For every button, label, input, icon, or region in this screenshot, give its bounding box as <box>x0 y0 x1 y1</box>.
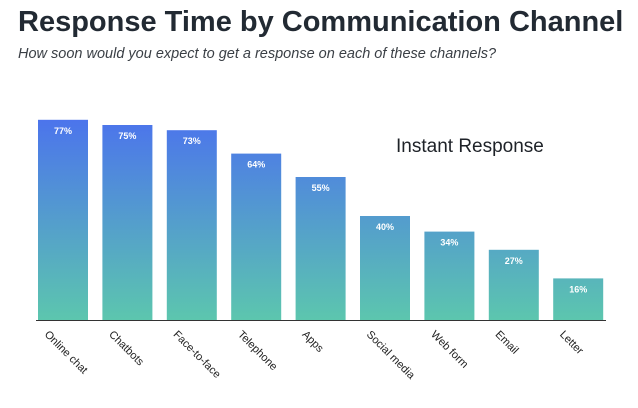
value-label-face-to-face: 73% <box>183 136 201 146</box>
bar-face-to-face <box>166 130 217 320</box>
bar-web-form <box>424 231 475 320</box>
bar-online-chat <box>38 119 88 320</box>
value-label-online-chat: 77% <box>54 126 72 136</box>
value-label-email: 27% <box>505 256 523 266</box>
bar-social-media <box>360 216 410 320</box>
category-label-chatbots: Chatbots <box>106 329 146 369</box>
bar-email <box>488 249 539 320</box>
category-label-web-form: Web form <box>428 329 470 371</box>
instant-response-annotation: Instant Response <box>396 136 544 157</box>
value-label-letter: 16% <box>569 284 587 294</box>
value-label-chatbots: 75% <box>118 131 136 141</box>
category-labels: Online chat Chatbots Face-to-face Telephone… <box>42 329 586 383</box>
value-label-social-media: 40% <box>376 222 394 232</box>
value-label-web-form: 34% <box>440 238 458 248</box>
category-label-face-to-face: Face-to-face <box>171 329 223 381</box>
category-label-letter: Letter <box>557 329 586 358</box>
chart-title: Response Time by Communication Channel <box>18 6 624 38</box>
bar-apps <box>295 177 346 320</box>
category-label-telephone: Telephone <box>235 329 279 373</box>
bar-letter <box>553 278 604 320</box>
chart-subtitle: How soon would you expect to get a respo… <box>18 46 497 62</box>
bar-telephone <box>231 153 282 320</box>
bars-group: 77% 75% 73% 64% 55% 40% 34% 27% 16% <box>38 119 604 320</box>
category-label-social-media: Social media <box>364 329 418 383</box>
category-label-email: Email <box>493 329 521 357</box>
value-label-apps: 55% <box>312 183 330 193</box>
category-label-apps: Apps <box>299 329 326 356</box>
category-label-online-chat: Online chat <box>42 329 90 377</box>
bar-chatbots <box>102 125 153 320</box>
value-label-telephone: 64% <box>247 160 265 170</box>
